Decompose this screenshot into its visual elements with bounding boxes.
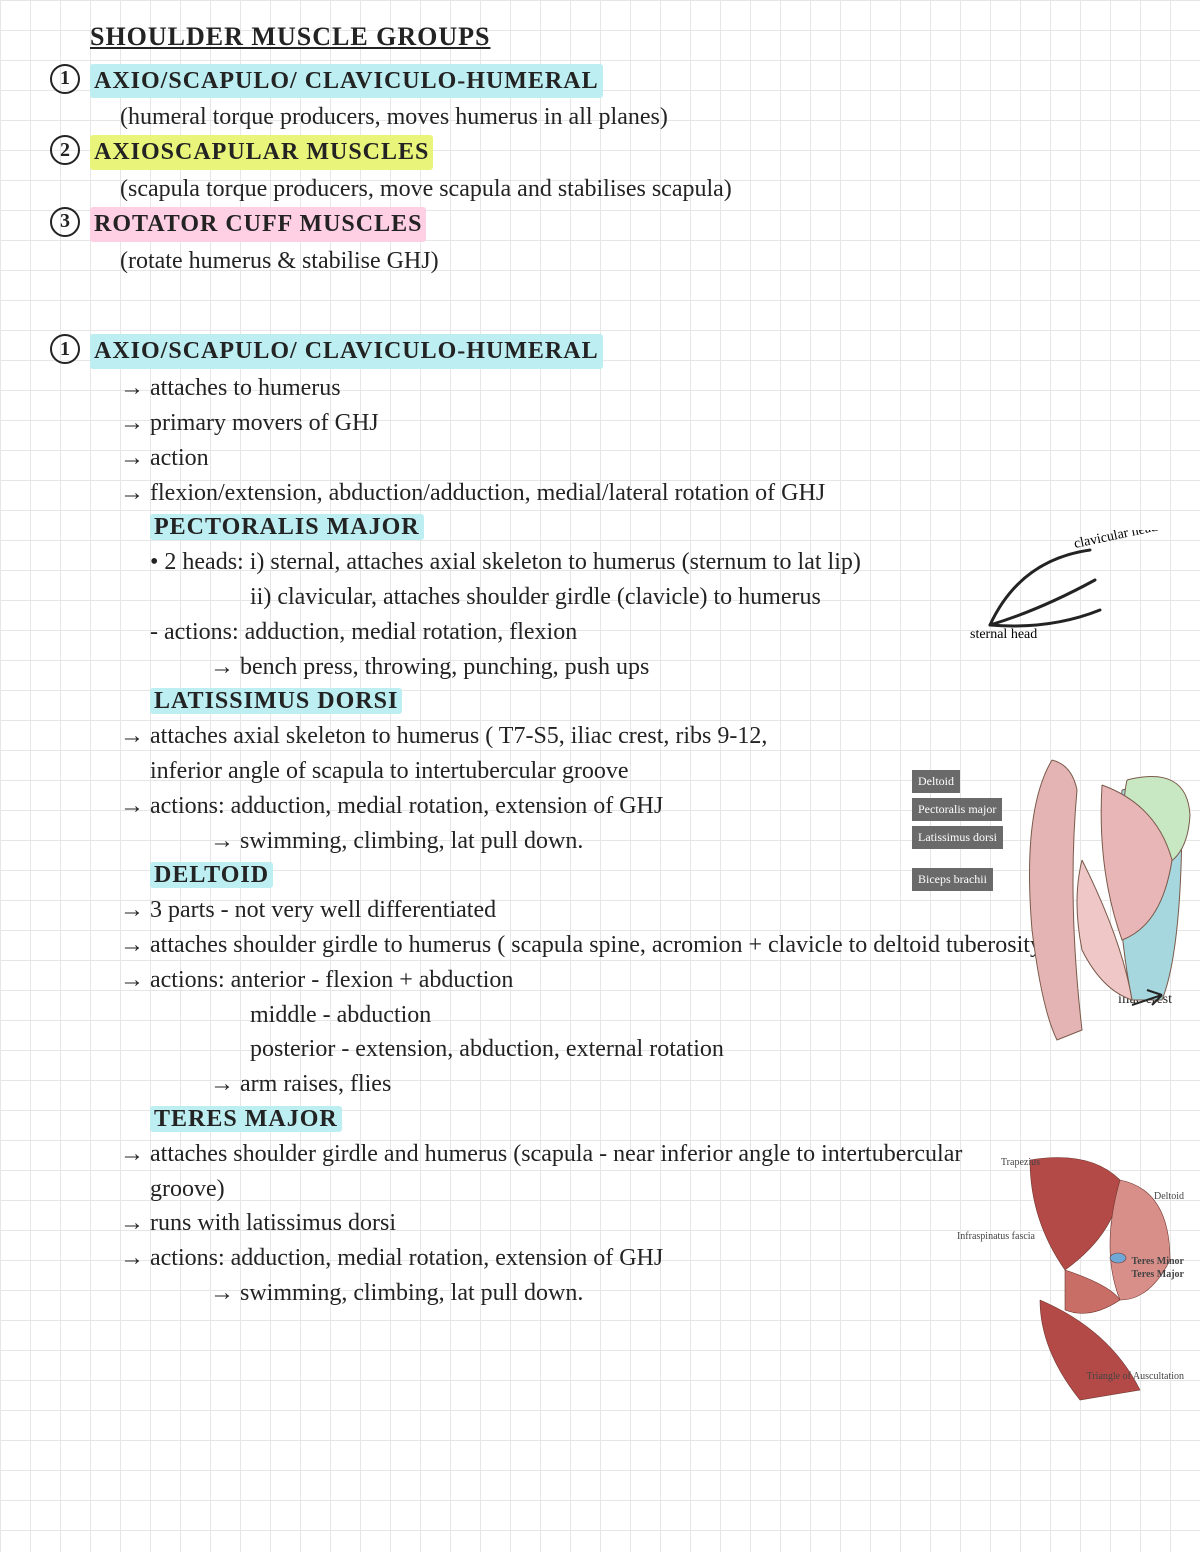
pec-sketch-label2: sternal head	[970, 627, 1037, 642]
group-1-name: AXIO/SCAPULO/ CLAVICULO-HUMERAL	[90, 64, 603, 99]
post-label-infra: Infraspinatus fascia	[957, 1230, 1035, 1245]
group-2: 2 AXIOSCAPULAR MUSCLES	[50, 135, 1180, 170]
lat-title: LATISSIMUS DORSI	[50, 684, 1180, 719]
s1-b1: attaches to humerus	[50, 371, 1180, 406]
group-3-num: 3	[50, 207, 80, 237]
pec-l4: bench press, throwing, punching, push up…	[50, 650, 1180, 685]
ant-label-deltoid: Deltoid	[912, 770, 960, 793]
ant-label-biceps: Biceps brachii	[912, 868, 993, 891]
anterior-diagram: Deltoid Pectoralis major Latissimus dors…	[912, 750, 1192, 1070]
pec-sketch: clavicular head sternal head	[970, 530, 1170, 650]
section1-name: AXIO/SCAPULO/ CLAVICULO-HUMERAL	[90, 334, 603, 369]
group-1-num: 1	[50, 64, 80, 94]
s1-b3: action	[50, 441, 1180, 476]
group-2-name: AXIOSCAPULAR MUSCLES	[90, 135, 433, 170]
section1-num: 1	[50, 334, 80, 364]
post-label-trap: Trapezius	[1001, 1156, 1040, 1171]
ant-label-pec: Pectoralis major	[912, 798, 1002, 821]
pec-sketch-label1: clavicular head	[1073, 530, 1159, 552]
post-label-tri: Triangle of Auscultation	[1087, 1370, 1184, 1385]
page-title: SHOULDER MUSCLE GROUPS	[90, 18, 1180, 56]
group-1-desc: (humeral torque producers, moves humerus…	[50, 100, 1180, 135]
group-2-desc: (scapula torque producers, move scapula …	[50, 172, 1180, 207]
group-3-desc: (rotate humerus & stabilise GHJ)	[50, 244, 1180, 279]
group-2-num: 2	[50, 135, 80, 165]
group-3: 3 ROTATOR CUFF MUSCLES	[50, 207, 1180, 242]
anterior-svg	[1012, 750, 1192, 1050]
post-label-delt: Deltoid	[1154, 1190, 1184, 1205]
delt-l6: arm raises, flies	[50, 1067, 1180, 1102]
ant-label-lat: Latissimus dorsi	[912, 826, 1003, 849]
tm-title: TERES MAJOR	[50, 1102, 1180, 1137]
post-label-tmaj: Teres Major	[1132, 1268, 1185, 1283]
group-3-name: ROTATOR CUFF MUSCLES	[90, 207, 426, 242]
lat-l1: attaches axial skeleton to humerus ( T7-…	[50, 719, 1180, 754]
section1-heading: 1 AXIO/SCAPULO/ CLAVICULO-HUMERAL	[50, 334, 1180, 369]
s1-b4: flexion/extension, abduction/adduction, …	[50, 476, 1180, 511]
group-1: 1 AXIO/SCAPULO/ CLAVICULO-HUMERAL	[50, 64, 1180, 99]
s1-b2: primary movers of GHJ	[50, 406, 1180, 441]
posterior-diagram: Trapezius Deltoid Infraspinatus fascia T…	[970, 1150, 1190, 1410]
